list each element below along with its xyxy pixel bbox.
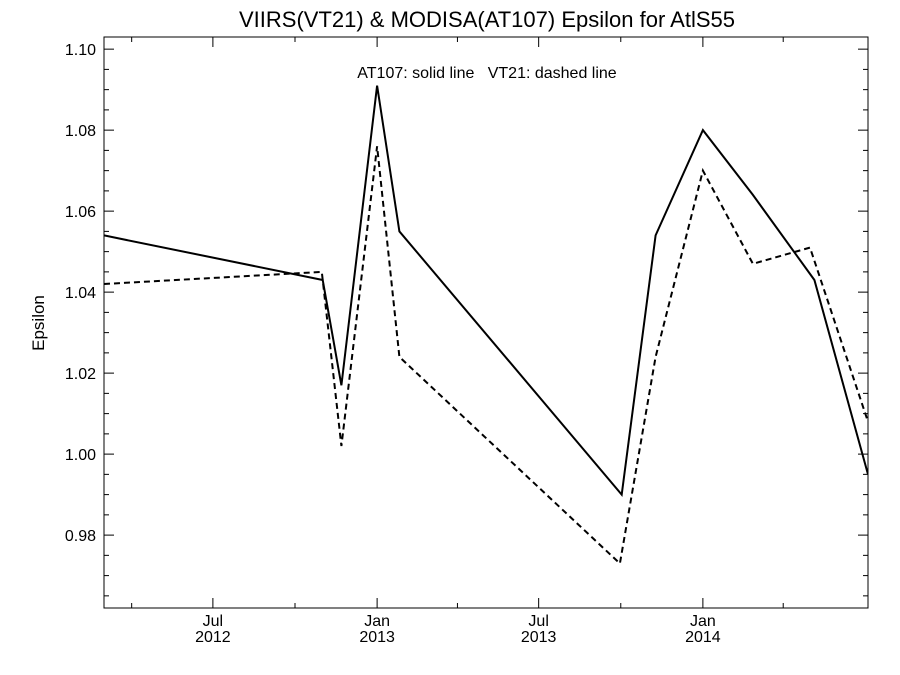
y-tick-label: 1.06 <box>65 204 96 221</box>
y-tick-label: 1.02 <box>65 366 96 383</box>
x-tick-label-year: 2012 <box>195 629 231 646</box>
y-tick-label: 1.10 <box>65 42 96 59</box>
y-tick-label: 1.04 <box>65 285 96 302</box>
legend-annotation: AT107: solid line VT21: dashed line <box>357 65 617 82</box>
series-line-vt21 <box>104 146 868 566</box>
chart-title: VIIRS(VT21) & MODISA(AT107) Epsilon for … <box>239 7 735 32</box>
x-tick-label-month: Jul <box>528 613 548 630</box>
x-tick-label-year: 2013 <box>521 629 557 646</box>
y-axis-label: Epsilon <box>29 295 48 351</box>
series-line-at107 <box>104 85 868 497</box>
y-tick-label: 1.00 <box>65 447 96 464</box>
x-tick-label-year: 2014 <box>685 629 721 646</box>
axes: 0.981.001.021.041.061.081.10Jul2012Jan20… <box>65 36 869 646</box>
plot-frame <box>103 36 869 609</box>
x-tick-label-month: Jul <box>203 613 223 630</box>
x-tick-label-month: Jan <box>364 613 390 630</box>
x-tick-label-year: 2013 <box>359 629 395 646</box>
series-layer <box>103 85 869 566</box>
y-tick-label: 0.98 <box>65 528 96 545</box>
y-tick-label: 1.08 <box>65 123 96 140</box>
x-tick-label-month: Jan <box>690 613 716 630</box>
